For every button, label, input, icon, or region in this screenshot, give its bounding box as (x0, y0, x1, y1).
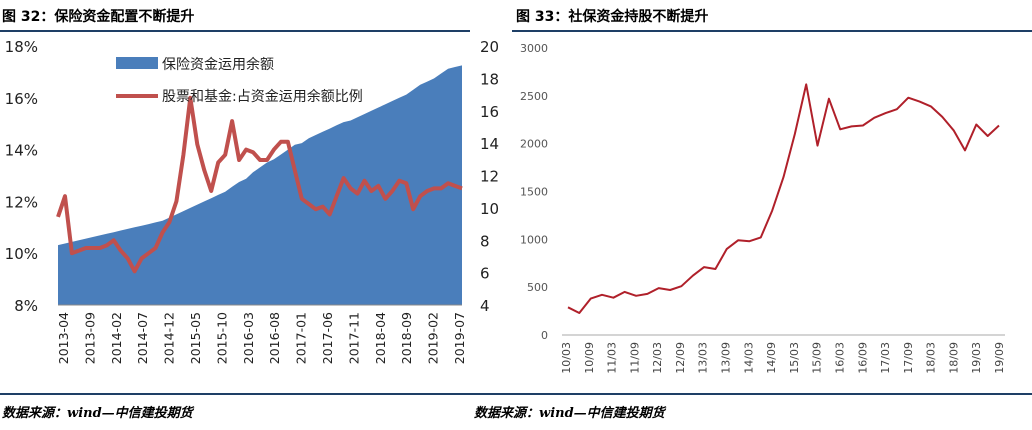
x-tick-label: 10/03 (560, 342, 573, 374)
x-tick-label: 2018-04 (373, 312, 388, 364)
social-security-chart-title: 图 33：社保资金持股不断提升 (516, 9, 709, 25)
holdings-line (567, 83, 1000, 314)
x-tick-label: 16/03 (834, 342, 847, 374)
right-y-tick-label: 8 (480, 232, 490, 250)
y-tick-label: 1500 (520, 186, 548, 199)
x-tick-label: 12/09 (674, 342, 687, 374)
x-tick-label: 14/03 (742, 342, 755, 374)
social-security-holdings-chart: 0 500 1000 1500 2000 2500 3000 10/03 10/09 11/03 1… (520, 42, 1006, 374)
right-y-tick-label: 12 (480, 168, 499, 186)
x-tick-label: 17/09 (902, 342, 915, 374)
y-tick-label: 500 (527, 281, 548, 294)
x-tick-label: 15/09 (811, 342, 824, 374)
social-security-chart-source: 数据来源：wind—中信建投期货 (474, 406, 665, 421)
x-tick-label: 11/03 (606, 342, 619, 374)
x-tick-label: 2013-09 (82, 312, 97, 364)
left-y-tick-label: 16% (5, 90, 38, 108)
x-tick-label: 16/09 (856, 342, 869, 374)
x-tick-label: 2019-02 (426, 312, 441, 364)
x-tick-label: 13/03 (697, 342, 710, 374)
x-tick-label: 19/03 (970, 342, 983, 374)
x-tick-label: 2017-01 (294, 312, 309, 364)
right-y-tick-label: 10 (480, 200, 499, 218)
left-y-tick-label: 10% (5, 245, 38, 263)
x-tick-label: 2018-09 (399, 312, 414, 364)
title-rule (512, 30, 1032, 32)
x-tick-label: 10/09 (583, 342, 596, 374)
y-tick-label: 2500 (520, 90, 548, 103)
insurance-chart-title: 图 32：保险资金配置不断提升 (2, 9, 195, 25)
x-tick-label: 2015-05 (188, 312, 203, 364)
left-y-tick-label: 14% (5, 142, 38, 160)
right-y-tick-label: 4 (480, 297, 490, 315)
x-tick-label: 2017-06 (320, 312, 335, 364)
right-y-tick-label: 18 (480, 70, 499, 88)
y-tick-label: 3000 (520, 42, 548, 55)
x-tick-label: 2014-07 (135, 312, 150, 364)
title-rule (0, 30, 470, 32)
legend-label-area: 保险资金运用余额 (162, 56, 274, 73)
equity-fund-ratio-line (56, 95, 463, 274)
y-tick-label: 2000 (520, 138, 548, 151)
insurance-allocation-chart: 8% 10% 12% 14% 16% 18% 4 6 8 10 12 14 16 18 20 2013-04 2… (5, 38, 499, 364)
x-tick-label: 13/09 (720, 342, 733, 374)
source-rule (470, 393, 1032, 395)
x-tick-label: 2014-12 (162, 312, 177, 364)
left-y-tick-label: 12% (5, 193, 38, 211)
x-tick-label: 2015-10 (214, 312, 229, 364)
source-rule (0, 393, 470, 395)
x-tick-label: 2013-04 (56, 312, 71, 364)
x-tick-label: 14/09 (765, 342, 778, 374)
legend-swatch-area (116, 57, 158, 69)
legend-label-line: 股票和基金:占资金运用余额比例 (162, 88, 363, 105)
x-tick-label: 2016-03 (241, 312, 256, 364)
social-security-panel: 图 33：社保资金持股不断提升 0 500 1000 1500 2000 2500 3000… (470, 0, 1032, 430)
x-tick-label: 2014-02 (109, 312, 124, 364)
x-tick-label: 2016-08 (267, 312, 282, 364)
right-y-tick-label: 14 (480, 135, 499, 153)
y-tick-label: 0 (541, 329, 548, 342)
x-tick-label: 2017-11 (346, 312, 361, 364)
x-tick-label: 19/09 (993, 342, 1006, 374)
x-tick-label: 12/03 (651, 342, 664, 374)
x-tick-label: 15/03 (788, 342, 801, 374)
insurance-chart-source: 数据来源：wind—中信建投期货 (2, 406, 193, 421)
left-y-tick-label: 18% (5, 38, 38, 56)
x-tick-label: 17/03 (879, 342, 892, 374)
x-tick-label: 18/09 (947, 342, 960, 374)
left-y-tick-label: 8% (14, 297, 38, 315)
y-tick-label: 1000 (520, 233, 548, 246)
x-tick-label: 11/09 (628, 342, 641, 374)
right-y-tick-label: 20 (480, 38, 499, 56)
x-tick-label: 18/03 (925, 342, 938, 374)
x-tick-label: 2019-07 (452, 312, 467, 364)
right-y-tick-label: 6 (480, 265, 490, 283)
right-y-tick-label: 16 (480, 103, 499, 121)
insurance-funds-panel: 图 32：保险资金配置不断提升 8% 10% 12% 14% 16% 18% 4 6 8 10 12… (0, 0, 499, 430)
